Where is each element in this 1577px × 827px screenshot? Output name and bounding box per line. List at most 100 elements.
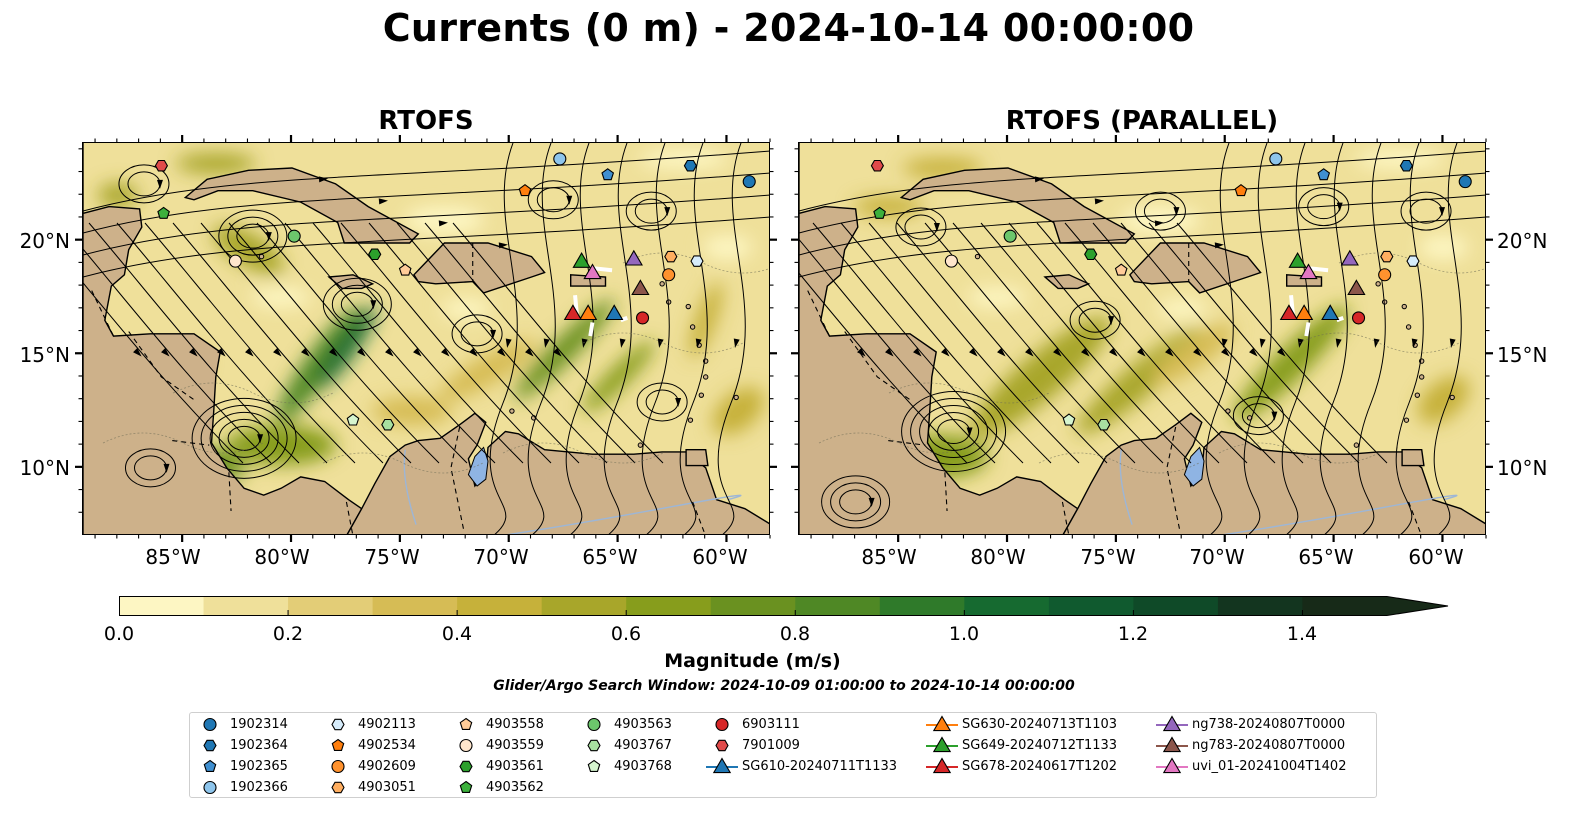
marker-4903563[interactable] [287,229,301,243]
marker-7901009[interactable] [870,159,885,172]
colorbar-segment [1048,596,1134,616]
marker-1902314[interactable] [742,175,756,189]
lat-label-15n-right: 15°N [1497,343,1548,367]
legend-item: ng783-20240807T0000 [1154,735,1345,756]
legend-label: 4903558 [486,717,544,732]
colorbar-tick: 0.2 [272,623,304,645]
marker-SG630-20240713T1103[interactable] [1294,304,1314,321]
current-magnitude-field [97,148,765,512]
marker-7901009[interactable] [154,159,169,172]
legend-marker-hexagon-icon [448,756,484,777]
marker-6903111[interactable] [1351,311,1366,325]
marker-4903768[interactable] [1062,413,1076,426]
colorbar-tick: 0.8 [779,623,811,645]
marker-4903561[interactable] [1084,248,1098,261]
marker-SG649-20240712T1133[interactable] [1288,252,1307,268]
marker-1902364[interactable] [1399,159,1414,172]
legend-label: ng738-20240807T0000 [1192,717,1346,732]
colorbar-extend-arrow [1387,596,1448,616]
marker-4903563[interactable] [1003,229,1017,243]
marker-SG610-20240711T1133[interactable] [605,304,624,321]
marker-4903561[interactable] [368,248,382,261]
map-panel-rtofs[interactable] [82,142,770,535]
marker-4902609[interactable] [662,268,676,282]
marker-4903562[interactable] [873,206,886,219]
legend-label: 4902534 [358,738,416,753]
lon-label-65w-left: 65°W [582,545,638,569]
legend-marker-triangle-icon [1154,714,1190,735]
panel-title-rtofs: RTOFS [378,106,474,136]
colorbar-tick: 1.0 [948,623,980,645]
marker-6903111[interactable] [635,311,650,325]
marker-4902609[interactable] [1378,268,1392,282]
colorbar-segment [964,596,1050,616]
marker-1902365[interactable] [1317,168,1331,181]
marker-4903558[interactable] [1114,263,1128,276]
marker-1902314[interactable] [1458,175,1472,189]
marker-4902113[interactable] [690,255,704,267]
marker-1902366[interactable] [1269,152,1283,166]
marker-1902365[interactable] [601,168,615,181]
legend-item: SG678-20240617T1202 [924,756,1117,777]
streamline-arrows [857,176,1456,507]
legend-marker-hexagon-icon [704,735,740,756]
marker-4903562[interactable] [157,206,170,219]
legend-marker-pentagon-icon [576,756,612,777]
legend-marker-circle-icon [576,714,612,735]
marker-uvi_01-20241004T1402[interactable] [583,263,602,280]
marker-SG630-20240713T1103[interactable] [578,304,598,321]
panel-title-rtofs-parallel: RTOFS (PARALLEL) [1005,106,1279,136]
legend-item: 4902609 [320,756,416,777]
legend-item: 1902364 [192,735,288,756]
country-borders [91,242,706,534]
cuba [899,167,1136,244]
marker-ng738-20240807T0000[interactable] [624,249,643,266]
figure-title: Currents (0 m) - 2024-10-14 00:00:00 [382,6,1195,50]
legend-label: 1902366 [230,780,288,795]
legend-marker-triangle-icon [924,756,960,777]
marker-ng738-20240807T0000[interactable] [1340,249,1359,266]
marker-4903051[interactable] [664,250,678,263]
marker-4903558[interactable] [398,263,412,276]
lat-label-20n-right: 20°N [1497,229,1548,253]
marker-4903767[interactable] [1097,418,1111,431]
marker-4902534[interactable] [518,184,532,197]
colorbar-segment [457,596,543,616]
marker-SG678-20240617T1202[interactable] [563,304,583,321]
marker-SG610-20240711T1133[interactable] [1321,304,1340,321]
lon-label-60w-right: 60°W [1408,545,1464,569]
lon-label-60w-left: 60°W [692,545,748,569]
marker-SG649-20240712T1133[interactable] [572,252,591,268]
float-glider-markers [870,152,1472,431]
lon-label-85w-right: 85°W [861,545,917,569]
map-panel-rtofs-parallel[interactable] [798,142,1486,535]
marker-1902366[interactable] [553,152,567,166]
marker-4903767[interactable] [381,418,395,431]
legend-marker-hexagon-icon [192,735,228,756]
marker-uvi_01-20241004T1402[interactable] [1299,263,1318,280]
lat-label-20n-left: 20°N [19,229,70,253]
map-canvas-rtofs-parallel [799,143,1485,534]
map-canvas-rtofs [83,143,769,534]
colorbar-tick: 0.0 [103,623,135,645]
colorbar-segment [1133,596,1219,616]
rivers [1119,449,1458,534]
colorbar-segment [626,596,712,616]
central-america [799,143,1079,534]
legend-marker-hexagon-icon [320,777,356,798]
marker-SG678-20240617T1202[interactable] [1279,304,1299,321]
lon-label-75w-right: 75°W [1080,545,1136,569]
marker-1902364[interactable] [683,159,698,172]
marker-4902113[interactable] [1406,255,1420,267]
marker-ng783-20240807T0000[interactable] [1347,279,1366,296]
colorbar-segment [795,596,881,616]
marker-4903559[interactable] [944,254,958,268]
marker-4902534[interactable] [1234,184,1248,197]
marker-4903559[interactable] [228,254,242,268]
legend-label: uvi_01-20241004T1402 [1192,759,1347,774]
marker-4903051[interactable] [1380,250,1394,263]
legend-marker-hexagon-icon [320,714,356,735]
colorbar [119,596,1449,616]
marker-4903768[interactable] [346,413,360,426]
marker-ng783-20240807T0000[interactable] [631,279,650,296]
